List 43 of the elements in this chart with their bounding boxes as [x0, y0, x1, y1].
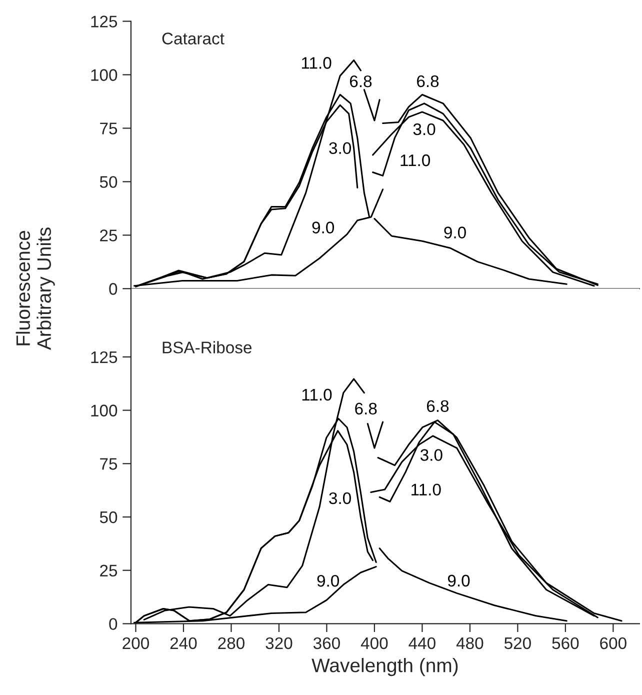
x-tick-label: 520 [504, 637, 531, 650]
y-tick-label: 50 [100, 176, 118, 188]
y-tick-label: 25 [100, 564, 118, 577]
y-tick-label: 0 [109, 283, 118, 295]
series-label: 11.0 [412, 484, 441, 496]
series-label: 3.0 [420, 449, 442, 461]
series-label: 3.0 [329, 142, 352, 154]
y-tick-label: 125 [91, 351, 118, 364]
text: Cataract [162, 32, 224, 44]
series-label: 6.8 [350, 75, 372, 88]
series-label: 3.0 [413, 123, 436, 136]
series-label: 11.0 [400, 154, 430, 166]
x-tick-label: 360 [313, 637, 340, 650]
series-label: 6.8 [426, 400, 449, 412]
x-tick-label: 560 [552, 637, 579, 650]
x-axis-title: Wavelength (nm) [312, 658, 458, 676]
x-tick-label: 280 [218, 637, 244, 650]
y-tick-label: 75 [100, 122, 118, 134]
series-label: 3.0 [329, 492, 351, 504]
series-label: 11.0 [302, 388, 332, 401]
x-tick-label: 600 [600, 637, 626, 650]
series-label: 11.0 [302, 57, 332, 69]
series-label: 6.8 [417, 75, 439, 88]
y-axis-title: Fluorescence Arbitrary Units [16, 228, 55, 350]
y-tick-label: 125 [91, 16, 118, 28]
x-tick-label: 440 [408, 637, 436, 650]
text: BSA-Ribose [162, 341, 252, 354]
x-tick-label: 240 [170, 637, 197, 650]
y-tick-label: 75 [100, 458, 118, 470]
y-tick-label: 100 [91, 69, 118, 81]
x-tick-label: 320 [266, 637, 292, 650]
series-label: 6.8 [355, 402, 377, 415]
y-tick-label: 25 [100, 230, 118, 242]
series-label: 9.0 [448, 574, 470, 587]
y-tick-label: 0 [109, 618, 118, 630]
x-tick-label: 200 [122, 637, 149, 650]
series-label: 9.0 [317, 574, 340, 587]
x-tick-label: 400 [360, 637, 388, 650]
x-tick-label: 480 [456, 637, 484, 650]
series-label: 9.0 [312, 222, 334, 234]
y-tick-label: 100 [91, 404, 118, 416]
y-tick-label: 50 [100, 511, 118, 524]
series-label: 9.0 [444, 226, 466, 238]
